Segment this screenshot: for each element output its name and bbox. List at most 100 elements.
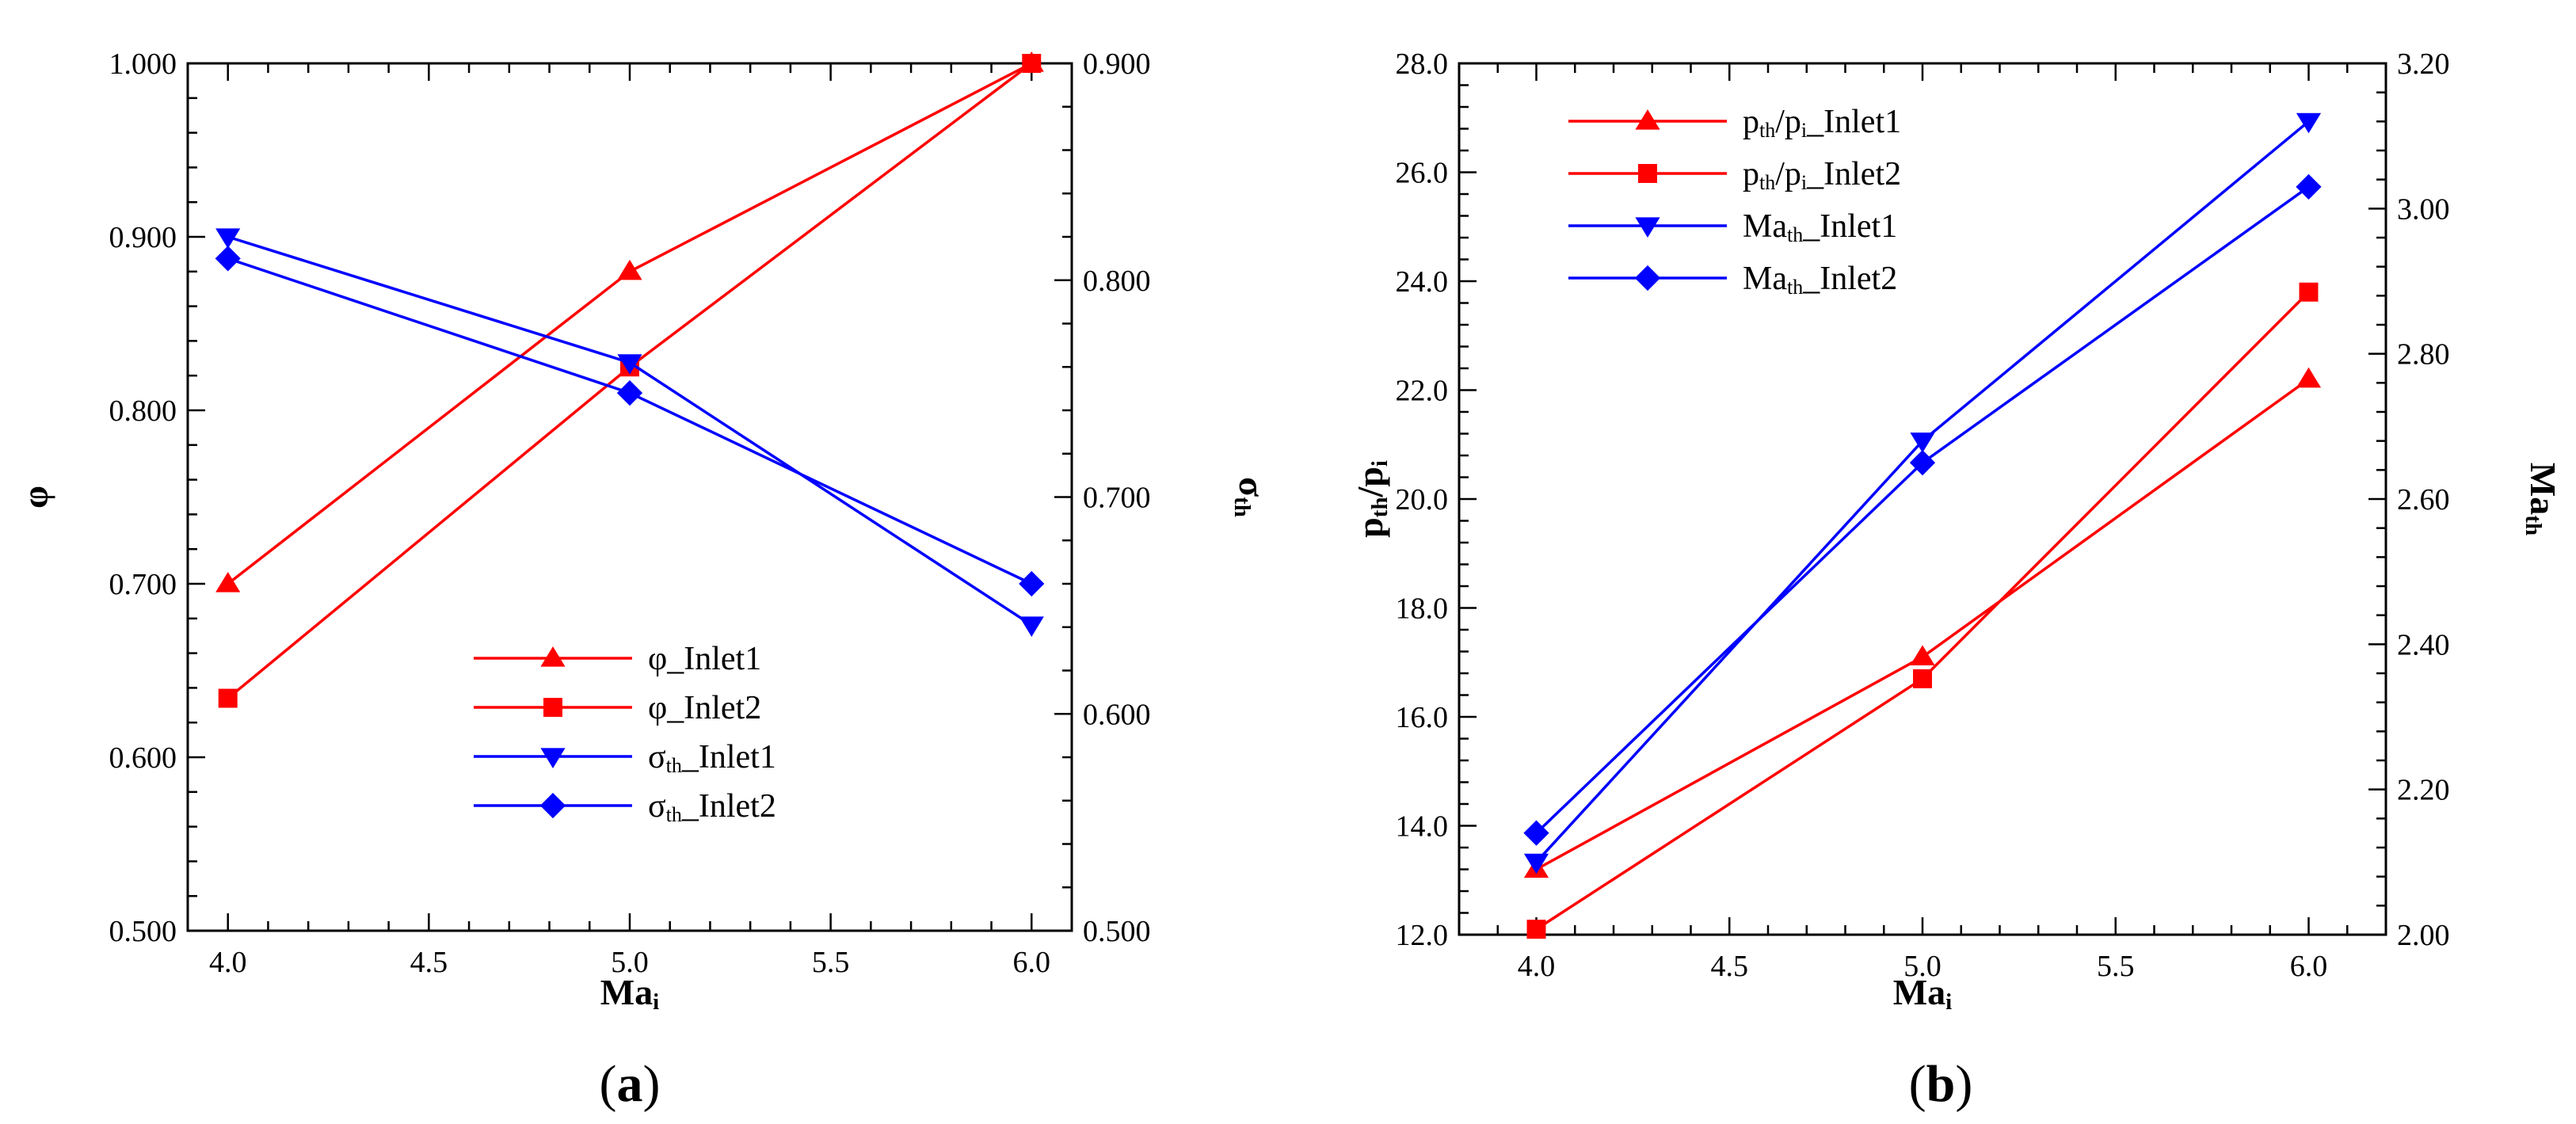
legend-marker: [540, 646, 566, 667]
y-left-axis-label: φ: [15, 486, 55, 509]
legend-entry-label-sub2: i: [1801, 171, 1807, 194]
y-right-axis-label: σth: [1229, 477, 1272, 517]
y-left-tick-label: 18.0: [1396, 592, 1449, 626]
y-right-tick-label: 2.80: [2397, 338, 2450, 371]
legend-entry-label-main: Ma: [1743, 261, 1787, 297]
y-left-axis-label-rest: /p: [1350, 467, 1390, 497]
legend-entry-label-main: σ: [648, 788, 666, 825]
y-left-tick-label: 20.0: [1396, 483, 1449, 516]
x-tick-label: 5.5: [2097, 950, 2135, 983]
x-tick-label: 4.5: [410, 946, 448, 979]
legend-entry-label-rest: _Inlet2: [666, 690, 761, 726]
legend-entry-label: σth_Inlet1: [648, 739, 776, 777]
legend-entry-label-sub: th: [666, 754, 682, 777]
y-left-tick-label: 16.0: [1396, 701, 1449, 734]
legend-entry-label: Math_Inlet2: [1743, 261, 1897, 299]
y-left-tick-label: 22.0: [1396, 375, 1449, 408]
legend-entry-label-sub: th: [1759, 119, 1775, 142]
legend-entry-label-rest: _Inlet1: [666, 641, 761, 677]
legend-entry-label-main: φ: [648, 641, 667, 677]
y-left-tick-label: 12.0: [1396, 919, 1449, 952]
series-0-point-1: [617, 259, 642, 280]
y-left-tick-label: 24.0: [1396, 265, 1449, 299]
legend-entry-label-rest: _Inlet2: [1802, 261, 1897, 297]
x-tick-label: 4.0: [1518, 950, 1556, 983]
series-2-point-0: [1523, 853, 1549, 874]
legend-entry-label-main: φ: [648, 690, 667, 726]
series-1-point-1: [1913, 669, 1932, 688]
series-3-point-0: [215, 246, 241, 272]
y-left-axis-label-sub: th: [1367, 497, 1393, 518]
y-left-tick-label: 0.600: [109, 741, 177, 775]
y-right-axis-label: Math: [2521, 463, 2563, 535]
y-right-tick-label: 0.800: [1083, 265, 1151, 298]
legend-entry-label-rest2: _Inlet2: [1806, 156, 1901, 192]
panel-label: (b): [1909, 1055, 1973, 1113]
series-line-2: [227, 235, 1033, 627]
series-0-point-1: [1910, 645, 1935, 665]
series-1-point-0: [1526, 920, 1546, 939]
plot-frame: [1458, 62, 2387, 936]
y-right-tick-label: 0.500: [1083, 915, 1151, 948]
y-right-tick-label: 3.00: [2397, 192, 2450, 226]
y-right-tick-label: 0.600: [1083, 698, 1151, 731]
series-1-point-2: [1022, 54, 1042, 73]
legend-marker: [539, 792, 566, 819]
x-axis-label-main: Ma: [600, 972, 653, 1012]
y-left-tick-label: 28.0: [1396, 48, 1449, 81]
panel-label: (a): [600, 1055, 661, 1113]
legend-marker: [1635, 217, 1660, 238]
x-tick-label: 6.0: [1013, 946, 1051, 979]
y-left-axis-label: pth/pi: [1350, 460, 1393, 538]
y-left-tick-label: 14.0: [1396, 810, 1449, 844]
legend-entry-label: pth/pi_Inlet1: [1743, 104, 1901, 142]
x-tick-label: 5.5: [812, 946, 850, 979]
legend-entry-label-main: Ma: [1743, 208, 1787, 245]
legend-marker: [1635, 109, 1660, 130]
y-left-tick-label: 0.700: [109, 568, 177, 601]
legend-entry-label-sub: th: [666, 803, 682, 826]
x-axis-label-sub: i: [653, 989, 659, 1015]
y-left-axis-label-main: p: [1350, 517, 1390, 538]
series-line-0: [227, 62, 1033, 585]
y-right-tick-label: 2.40: [2397, 628, 2450, 661]
series-2-point-0: [215, 228, 241, 249]
x-tick-label: 4.0: [209, 946, 247, 979]
y-left-tick-label: 0.900: [109, 221, 177, 254]
x-tick-label: 5.0: [611, 946, 649, 979]
series-2-point-2: [2296, 112, 2322, 134]
series-0-point-2: [2296, 367, 2322, 388]
x-axis-label: Mai: [600, 972, 659, 1015]
series-3-point-0: [1523, 820, 1549, 846]
y-right-tick-label: 2.00: [2397, 919, 2450, 952]
series-2-point-2: [1019, 616, 1044, 637]
legend-marker: [543, 698, 562, 717]
y-right-axis-label-sub: th: [2521, 515, 2546, 535]
y-left-tick-label: 1.000: [109, 48, 177, 81]
x-axis-label: Mai: [1893, 972, 1952, 1015]
legend-entry-label: pth/pi_Inlet2: [1743, 156, 1901, 194]
legend-entry-label: Math_Inlet1: [1743, 208, 1897, 246]
legend-entry-label-rest: /p: [1775, 104, 1801, 140]
legend-entry-label-sub: th: [1787, 223, 1803, 246]
legend-entry-label: φ_Inlet2: [648, 690, 761, 726]
y-left-axis-label-sub2: i: [1367, 460, 1393, 467]
plot-frame: [186, 62, 1073, 932]
y-right-tick-label: 3.20: [2397, 48, 2450, 81]
chart-panel-a: 4.0 4.5 5.0 5.5 6.0 0.500 0.600 0.700 0.800 0.900…: [15, 48, 1272, 1113]
legend-entry-label-main: p: [1743, 104, 1759, 140]
legend-marker: [540, 748, 566, 768]
series-2-point-1: [1910, 432, 1935, 453]
y-left-tick-label: 26.0: [1396, 157, 1449, 190]
legend-entry-label-main: p: [1743, 156, 1759, 192]
legend-entry-label: σth_Inlet2: [648, 788, 776, 826]
legend-entry-label-rest: _Inlet1: [681, 739, 776, 775]
y-left-axis-label-main: φ: [15, 486, 55, 509]
series-0-point-0: [215, 572, 241, 592]
x-axis-label-main: Ma: [1893, 972, 1945, 1012]
y-left-tick-label: 0.500: [109, 915, 177, 948]
legend-marker: [1638, 164, 1657, 183]
x-tick-label: 5.0: [1903, 950, 1942, 983]
y-right-tick-label: 2.60: [2397, 483, 2450, 516]
